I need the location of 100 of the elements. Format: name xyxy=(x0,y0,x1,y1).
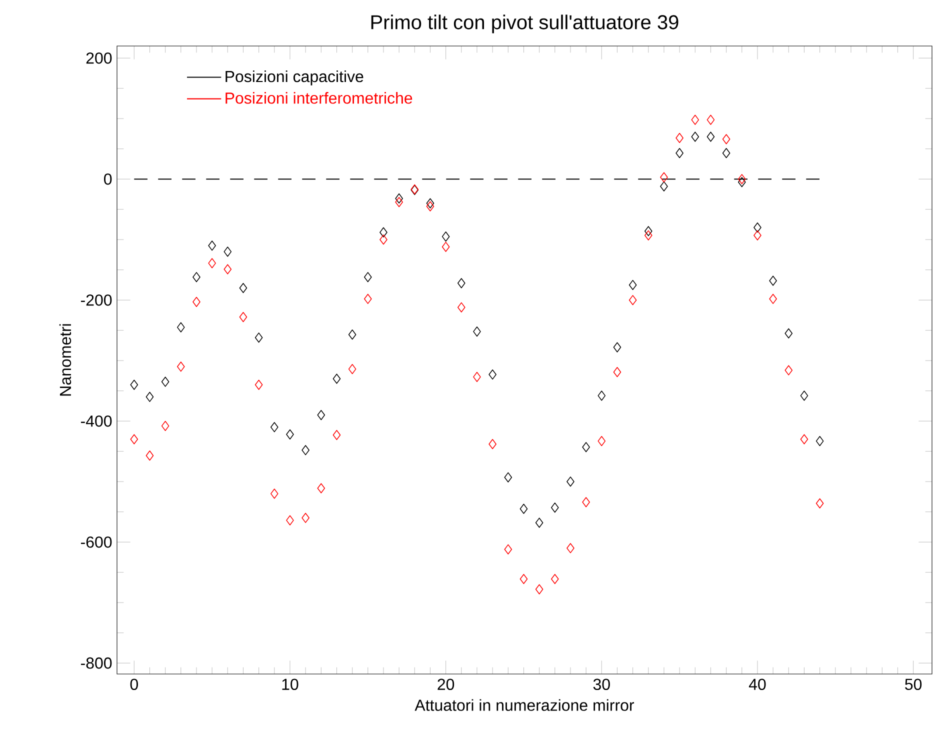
point xyxy=(224,246,232,257)
point xyxy=(520,504,528,514)
point xyxy=(550,502,559,513)
x-tick-label: 10 xyxy=(282,678,298,690)
point xyxy=(348,364,356,374)
point xyxy=(161,420,170,431)
point xyxy=(660,181,668,192)
x-axis-title: Attuatori in numerazione mirror xyxy=(414,699,634,711)
point xyxy=(535,518,544,528)
point xyxy=(442,232,450,242)
point xyxy=(598,390,606,401)
point xyxy=(488,369,496,380)
x-tick-label: 0 xyxy=(130,678,138,690)
point xyxy=(816,498,824,508)
point xyxy=(364,294,372,304)
point xyxy=(550,574,559,584)
point xyxy=(504,544,512,554)
y-axis-title: Nanometri xyxy=(59,324,72,396)
point xyxy=(613,342,622,352)
point xyxy=(691,132,700,142)
point xyxy=(457,302,466,312)
point xyxy=(380,227,388,238)
point xyxy=(130,434,138,444)
point xyxy=(348,330,356,340)
point xyxy=(784,365,793,376)
point xyxy=(332,374,341,384)
point xyxy=(270,488,278,499)
point xyxy=(442,242,450,252)
point xyxy=(192,272,200,282)
point xyxy=(395,193,403,204)
point xyxy=(302,445,310,456)
point xyxy=(738,177,746,188)
point xyxy=(286,515,294,526)
point xyxy=(176,322,185,332)
point xyxy=(473,372,481,382)
point xyxy=(722,134,730,144)
point xyxy=(488,439,496,450)
point xyxy=(676,148,684,158)
point xyxy=(644,226,652,236)
point xyxy=(691,114,700,125)
point xyxy=(130,380,138,390)
point xyxy=(784,328,793,338)
point xyxy=(239,312,248,322)
point xyxy=(457,278,466,288)
point xyxy=(613,367,622,378)
point xyxy=(208,240,216,251)
point xyxy=(582,497,590,508)
point xyxy=(769,294,777,304)
point xyxy=(380,234,388,245)
point xyxy=(676,132,684,144)
point xyxy=(364,272,372,282)
legend-label: Posizioni interferometriche xyxy=(226,92,412,104)
point xyxy=(426,201,434,212)
x-tick-label: 30 xyxy=(593,678,610,690)
point xyxy=(146,450,154,461)
point xyxy=(302,512,310,523)
point xyxy=(754,230,762,240)
point xyxy=(332,430,341,440)
point xyxy=(395,197,403,208)
point xyxy=(224,264,232,274)
point xyxy=(769,276,777,286)
y-tick-label: 200 xyxy=(86,52,112,64)
point xyxy=(176,362,185,372)
point xyxy=(317,483,326,494)
legend-label: Posizioni capacitive xyxy=(226,70,364,86)
point xyxy=(628,280,637,290)
x-tick-label: 40 xyxy=(748,678,766,690)
point xyxy=(582,442,590,452)
point xyxy=(566,543,574,554)
point xyxy=(660,172,668,182)
x-tick-label: 50 xyxy=(905,678,922,690)
point xyxy=(535,584,544,594)
point xyxy=(644,230,652,240)
point xyxy=(239,282,248,294)
y-tick-label: -200 xyxy=(80,294,112,306)
point xyxy=(738,174,746,184)
y-tick-label: 0 xyxy=(104,173,112,185)
point xyxy=(146,392,154,402)
point xyxy=(754,222,762,233)
point xyxy=(270,422,278,432)
point xyxy=(254,332,263,343)
point xyxy=(254,380,263,390)
point xyxy=(800,434,808,444)
point xyxy=(520,574,528,584)
point xyxy=(722,148,730,158)
chart-title: Primo tilt con pivot sull'attuatore 39 xyxy=(371,14,678,34)
point xyxy=(816,436,824,446)
point xyxy=(706,114,715,125)
point xyxy=(706,132,715,142)
point xyxy=(598,436,606,446)
point xyxy=(426,198,434,208)
x-tick-label: 20 xyxy=(438,678,454,690)
point xyxy=(208,258,216,268)
y-tick-label: -600 xyxy=(80,536,112,548)
point xyxy=(192,296,200,307)
point xyxy=(286,429,294,440)
point xyxy=(161,376,170,387)
y-tick-label: -800 xyxy=(80,657,112,669)
y-tick-label: -400 xyxy=(80,415,112,427)
point xyxy=(628,295,637,306)
